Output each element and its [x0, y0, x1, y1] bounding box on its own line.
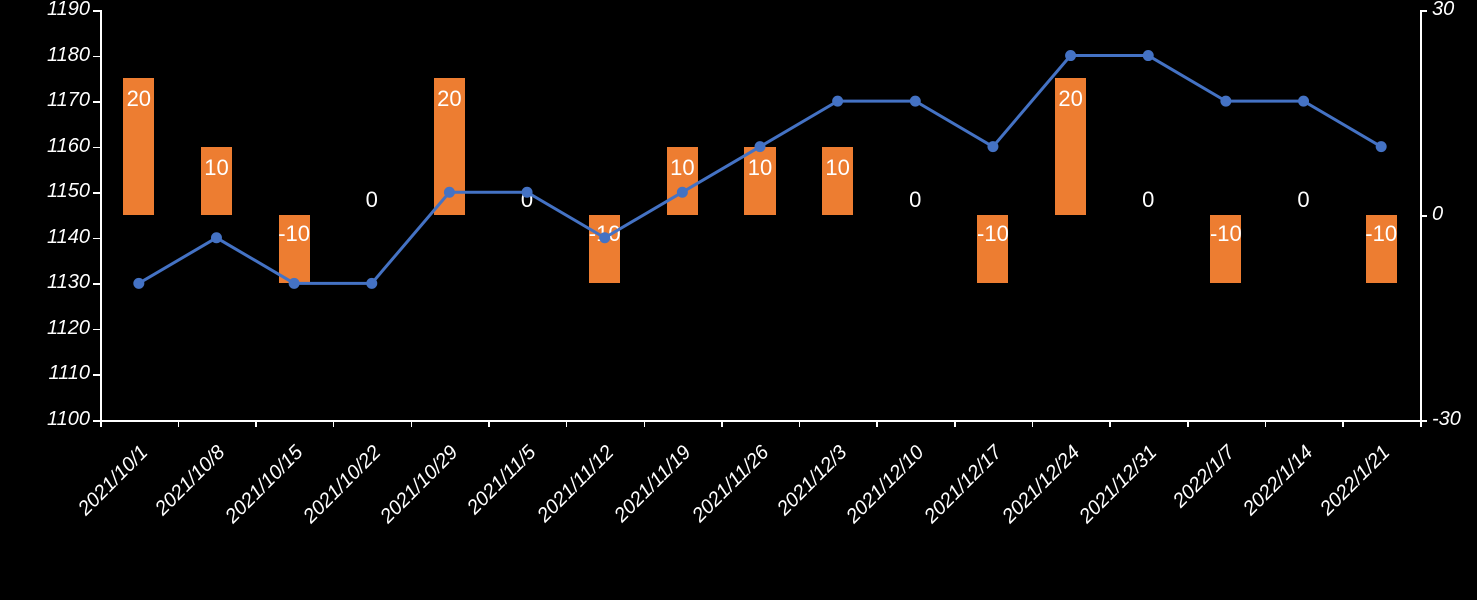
- line-marker: [289, 278, 299, 288]
- line-marker: [1299, 96, 1309, 106]
- line-marker: [211, 233, 221, 243]
- line-marker: [367, 278, 377, 288]
- line-marker: [134, 278, 144, 288]
- line-marker: [1221, 96, 1231, 106]
- line-marker: [755, 142, 765, 152]
- line-marker: [1143, 51, 1153, 61]
- line-marker: [988, 142, 998, 152]
- chart-container: 1100111011201130114011501160117011801190…: [0, 0, 1477, 600]
- line-marker: [677, 187, 687, 197]
- line-marker: [444, 187, 454, 197]
- line-marker: [522, 187, 532, 197]
- line-marker: [1376, 142, 1386, 152]
- line-marker: [910, 96, 920, 106]
- line-marker: [1066, 51, 1076, 61]
- line-marker: [833, 96, 843, 106]
- line-path: [139, 56, 1381, 284]
- line-marker: [600, 233, 610, 243]
